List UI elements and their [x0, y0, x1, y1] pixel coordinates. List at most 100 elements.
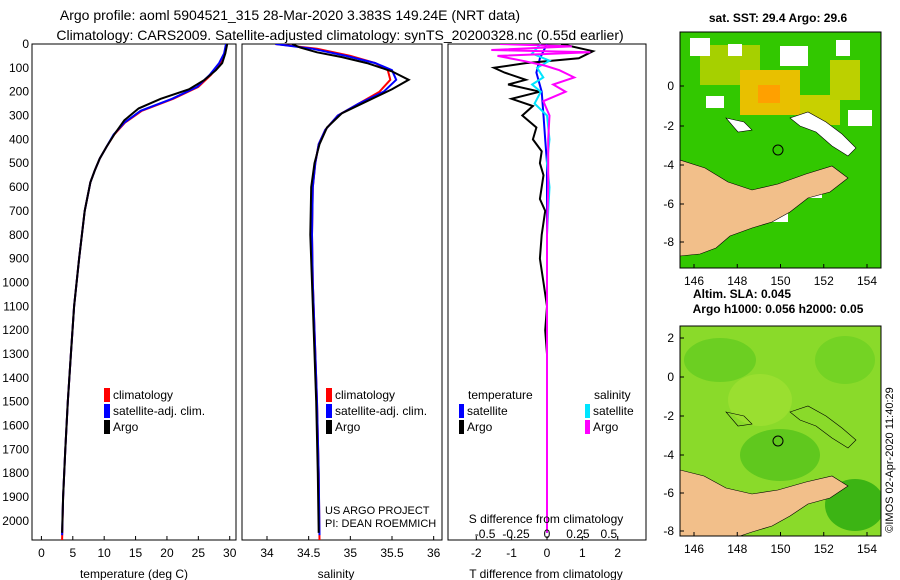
salinity-panel: 34 34.5 35 35.5 36 salinity climatology sate…: [241, 43, 443, 580]
sla-island: [789, 405, 857, 449]
depth-tick-label: 900: [9, 252, 29, 266]
s-tick-label: 0.5: [601, 527, 618, 541]
sla-map-title: Altim. SLA: 0.045: [693, 287, 791, 301]
sst-cloud-gap: [706, 96, 724, 108]
s-tick-label: 0.25: [566, 527, 590, 541]
map-y-tick-label: -6: [663, 486, 674, 500]
legend-swatch-t-satellite: [459, 404, 464, 418]
legend-label-argo: Argo: [113, 420, 139, 434]
legend-label-argo: Argo: [335, 420, 361, 434]
depth-tick-label: 400: [9, 132, 29, 146]
legend-title-temperature: temperature: [468, 388, 533, 402]
legend-swatch-satellite: [104, 404, 110, 418]
x-tick-label: 36: [427, 546, 441, 560]
map-x-tick-label: 152: [814, 274, 834, 288]
credit-line-2: PI: DEAN ROEMMICH: [325, 518, 436, 530]
legend-title-salinity: salinity: [594, 388, 631, 402]
legend-label-climatology: climatology: [113, 388, 173, 402]
header-line-2: Climatology: CARS2009. Satellite-adjuste…: [56, 27, 623, 43]
x-tick-label: 34.5: [297, 546, 321, 560]
map-x-tick-label: 152: [814, 542, 834, 556]
legend-swatch-s-satellite: [585, 404, 590, 418]
legend-swatch-climatology: [326, 388, 332, 402]
difference-panel: -2 -1 0 1 2 -0.5 -0.25 0 0.25 0.5 S difference f…: [447, 43, 647, 580]
map-y-tick-label: -6: [663, 197, 674, 211]
depth-tick-label: 700: [9, 204, 29, 218]
depth-tick-label: 1200: [2, 323, 29, 337]
map-y-tick-label: -8: [663, 524, 674, 538]
depth-tick-label: 1700: [2, 442, 29, 456]
s-tick-label: 0: [544, 527, 551, 541]
legend-label-satellite: satellite-adj. clim.: [113, 404, 205, 418]
map-x-tick-label: 148: [727, 542, 747, 556]
map-x-tick-label: 146: [684, 542, 704, 556]
series-line-argo: [61, 44, 229, 533]
map-y-tick-label: 0: [667, 370, 674, 384]
map-x-tick-label: 150: [770, 542, 790, 556]
map-y-tick-label: -2: [663, 119, 674, 133]
legend-label-s-satellite: satellite: [593, 404, 634, 418]
difference-legend: temperature salinity satellite Argo sate…: [459, 388, 634, 434]
sst-argo-marker: [772, 144, 784, 156]
depth-tick-label: 500: [9, 156, 29, 170]
t-diff-xlabel: T difference from climatology: [469, 567, 623, 580]
legend-label-s-argo: Argo: [593, 420, 619, 434]
map-x-tick-label: 154: [857, 542, 877, 556]
sla-land: [680, 469, 849, 536]
salinity-legend: climatology satellite-adj. clim. Argo: [326, 388, 427, 434]
depth-tick-label: 200: [9, 85, 29, 99]
sla-map-subtitle: Argo h1000: 0.056 h2000: 0.05: [693, 302, 864, 316]
x-tick-label: 10: [98, 546, 112, 560]
x-tick-label: 5: [69, 546, 76, 560]
depth-tick-label: 100: [9, 61, 29, 75]
sla-lobe: [740, 429, 820, 481]
map-y-tick-label: -2: [663, 409, 674, 423]
sst-cloud-gap: [848, 110, 872, 126]
x-tick-label: -1: [506, 546, 517, 560]
x-tick-label: 30: [223, 546, 237, 560]
header-line-1: Argo profile: aoml 5904521_315 28-Mar-20…: [60, 7, 520, 23]
temperature-xlabel: temperature (deg C): [80, 567, 188, 580]
x-tick-label: 20: [160, 546, 174, 560]
sst-cloud-gap: [836, 40, 850, 56]
s-tick-label: -0.25: [502, 527, 530, 541]
sst-cloud-gap: [690, 38, 710, 56]
salinity-xlabel: salinity: [318, 567, 355, 580]
sst-map: sat. SST: 29.4 Argo: 29.6 146 148 150 152 15…: [663, 11, 882, 288]
series-line-s-argo: [491, 44, 591, 533]
s-diff-axis-label: S difference from climatology: [469, 512, 624, 526]
x-tick-label: 35: [344, 546, 358, 560]
map-y-tick-label: 2: [667, 331, 674, 345]
depth-tick-label: 1600: [2, 419, 29, 433]
map-y-tick-label: -4: [663, 448, 674, 462]
x-tick-label: 25: [192, 546, 206, 560]
legend-swatch-s-argo: [585, 420, 590, 434]
x-tick-label: 0: [544, 546, 551, 560]
temperature-panel: 0 5 10 15 20 25 30 temperature (deg C) climato…: [31, 43, 237, 580]
sst-hot-patch: [758, 85, 780, 103]
depth-tick-label: 0: [22, 37, 29, 51]
depth-tick-label: 1400: [2, 371, 29, 385]
map-x-tick-label: 150: [770, 274, 790, 288]
salinity-frame: [241, 43, 443, 541]
map-y-tick-label: 0: [667, 79, 674, 93]
legend-label-t-argo: Argo: [467, 420, 493, 434]
legend-swatch-argo: [104, 420, 110, 434]
sst-cloud-gap: [728, 44, 742, 56]
imos-watermark: ©IMOS 02-Apr-2020 11:40:29: [884, 387, 896, 532]
sla-lobe: [728, 374, 792, 426]
legend-label-climatology: climatology: [335, 388, 395, 402]
x-tick-label: 2: [614, 546, 621, 560]
sst-cloud-gap: [780, 46, 808, 66]
x-tick-label: 1: [579, 546, 586, 560]
sla-argo-marker: [772, 435, 784, 447]
legend-swatch-argo: [326, 420, 332, 434]
temperature-frame: [31, 43, 237, 541]
sst-warm-patch: [830, 60, 860, 100]
x-tick-label: 34: [260, 546, 274, 560]
x-tick-label: 35.5: [380, 546, 404, 560]
legend-swatch-t-argo: [459, 420, 464, 434]
map-x-tick-label: 154: [857, 274, 877, 288]
legend-label-satellite: satellite-adj. clim.: [335, 404, 427, 418]
sla-lobe: [815, 336, 875, 384]
